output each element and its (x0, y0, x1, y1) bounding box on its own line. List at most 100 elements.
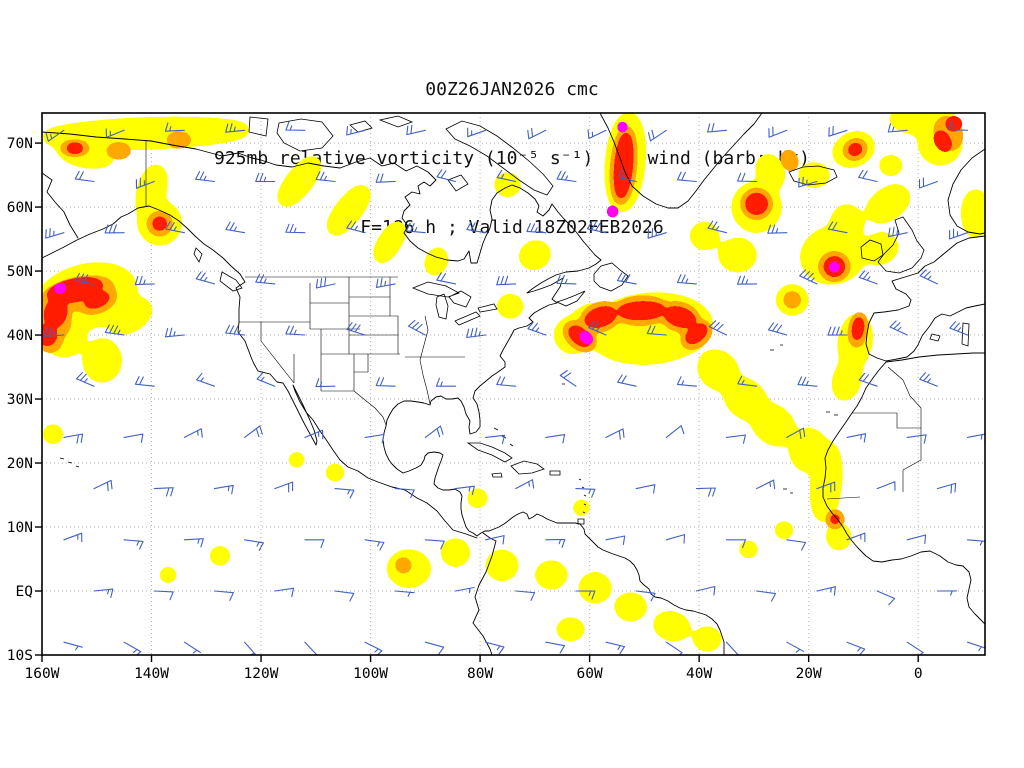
vorticity-blob (686, 324, 707, 343)
wind-barb (435, 377, 457, 387)
vorticity-blob (880, 157, 901, 174)
wind-barb (617, 374, 637, 387)
wind-barb (545, 641, 566, 654)
wind-barb (123, 539, 144, 550)
wind-barb (725, 434, 746, 444)
wind-barb (797, 376, 818, 387)
wind-barb (244, 539, 264, 551)
vorticity-blob (469, 490, 486, 506)
wind-barb (906, 534, 927, 545)
wind-barb (63, 433, 84, 444)
wind-barb (846, 433, 867, 443)
vorticity-blob (109, 300, 150, 332)
wind-barb (424, 425, 444, 438)
wind-barb (966, 641, 985, 651)
vorticity-blob (964, 191, 985, 236)
lon-tick-label: 100W (353, 666, 388, 682)
vorticity-blob (607, 206, 618, 217)
lon-tick-label: 60W (577, 666, 603, 682)
vorticity-blob (153, 217, 166, 230)
wind-barb (887, 123, 908, 133)
wind-barb (936, 590, 957, 596)
island-southampton (447, 174, 469, 192)
wind-barb (74, 272, 95, 285)
vorticity-blob (835, 361, 859, 399)
vorticity-blob (42, 120, 250, 147)
wind-barb (695, 585, 716, 596)
coastline-europe (865, 235, 985, 362)
vorticity-blob (829, 262, 840, 272)
vorticity-tier1-yellow (42, 113, 985, 649)
island-baffin (445, 120, 554, 196)
vorticity-blob (537, 563, 565, 587)
vorticity-blob (655, 614, 688, 639)
wind-barb (545, 434, 566, 444)
vorticity-blob (499, 296, 522, 316)
wind-barb (104, 324, 125, 336)
vorticity-blob (782, 151, 797, 170)
wind-barb (346, 322, 366, 336)
wind-barb (515, 479, 535, 490)
coastline-africa-north (885, 352, 985, 363)
lat-tick-label: 10S (7, 648, 33, 664)
vorticity-blob (558, 620, 583, 639)
wind-barb (496, 376, 517, 387)
wind-barb (364, 433, 385, 444)
wind-barb (605, 641, 626, 655)
wind-barb (134, 275, 155, 286)
wind-barb (256, 372, 276, 387)
lat-tick-label: 10N (7, 520, 33, 536)
wind-barb (255, 172, 276, 183)
vorticity-blob (396, 559, 410, 572)
wind-barb (496, 275, 517, 286)
island-cuba (466, 442, 513, 463)
wind-barb (936, 482, 957, 494)
vorticity-blob (618, 302, 665, 319)
wind-barb (767, 224, 788, 234)
wind-barb (407, 319, 426, 336)
lat-tick-label: 50N (7, 264, 33, 280)
island-puerto-rico (549, 470, 561, 476)
wind-barb (707, 122, 728, 133)
wind-barb (104, 224, 125, 234)
islands-mediterranean (929, 322, 970, 347)
wind-barb (767, 322, 788, 336)
vorticity-blob (785, 292, 800, 307)
wind-barb (556, 274, 577, 285)
lat-tick-label: 70N (7, 136, 33, 152)
wind-barb (515, 590, 536, 601)
wind-barb (466, 221, 487, 234)
wind-barb (816, 586, 836, 596)
wind-barb (947, 121, 969, 131)
lon-tick-label: 80W (467, 666, 493, 682)
wind-barb (858, 169, 878, 183)
wind-barb (466, 327, 487, 339)
wind-barb (906, 434, 927, 444)
vorticity-blob (443, 541, 468, 565)
wind-barb (756, 479, 776, 490)
wind-barb (949, 228, 969, 240)
vorticity-blob (280, 158, 319, 205)
wind-barb (768, 126, 788, 138)
wind-barb (828, 125, 848, 137)
vorticity-layer (42, 113, 985, 649)
wind-barb (45, 129, 65, 142)
vorticity-blob (721, 241, 754, 270)
wind-barb (315, 277, 336, 289)
map-frame (41, 112, 986, 656)
vorticity-blob (327, 465, 343, 480)
wind-barb (394, 590, 415, 597)
wind-barb (334, 590, 355, 602)
wind-barb (527, 321, 547, 336)
wind-barb (304, 641, 318, 655)
vorticity-blob (618, 122, 627, 132)
wind-barb (559, 369, 577, 387)
vorticity-blob (831, 515, 839, 524)
wind-barb (153, 590, 174, 601)
wind-barb (786, 427, 806, 440)
wind-barb (527, 127, 547, 140)
wind-barb (725, 641, 740, 655)
wind-barb (665, 425, 685, 438)
wind-barb (575, 590, 596, 600)
vorticity-blob (868, 187, 908, 221)
